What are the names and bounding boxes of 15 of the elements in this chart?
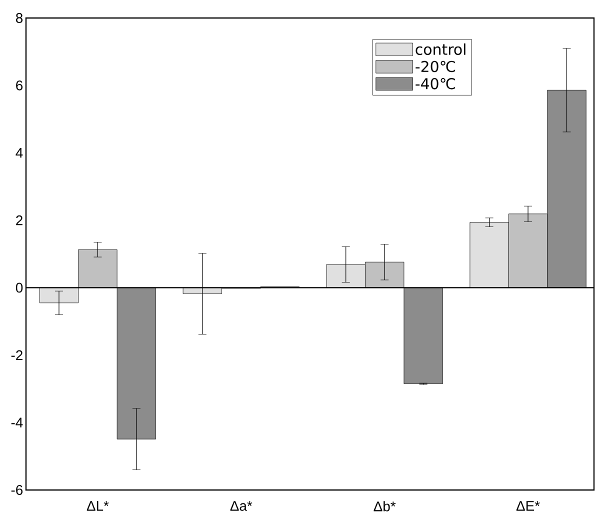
x-tick-label: Δb* — [374, 501, 396, 512]
y-tick-label: 6 — [16, 80, 23, 90]
y-tick-label: -4 — [11, 418, 23, 428]
x-tick-label: Δa* — [230, 501, 252, 511]
y-tick-label: 2 — [16, 215, 22, 226]
legend-label: -20℃ — [416, 60, 456, 72]
x-tick-label: ΔE* — [516, 501, 540, 511]
y-tick-label: 0 — [16, 282, 23, 293]
y-tick-label: 8 — [16, 13, 23, 23]
y-tick-label: -2 — [11, 350, 22, 360]
x-tick-label: ΔL* — [86, 501, 109, 511]
y-tick-label: 4 — [16, 148, 23, 158]
y-tick-label: -6 — [11, 485, 23, 495]
legend-label: control — [416, 43, 466, 55]
legend-label: -40℃ — [416, 78, 456, 90]
